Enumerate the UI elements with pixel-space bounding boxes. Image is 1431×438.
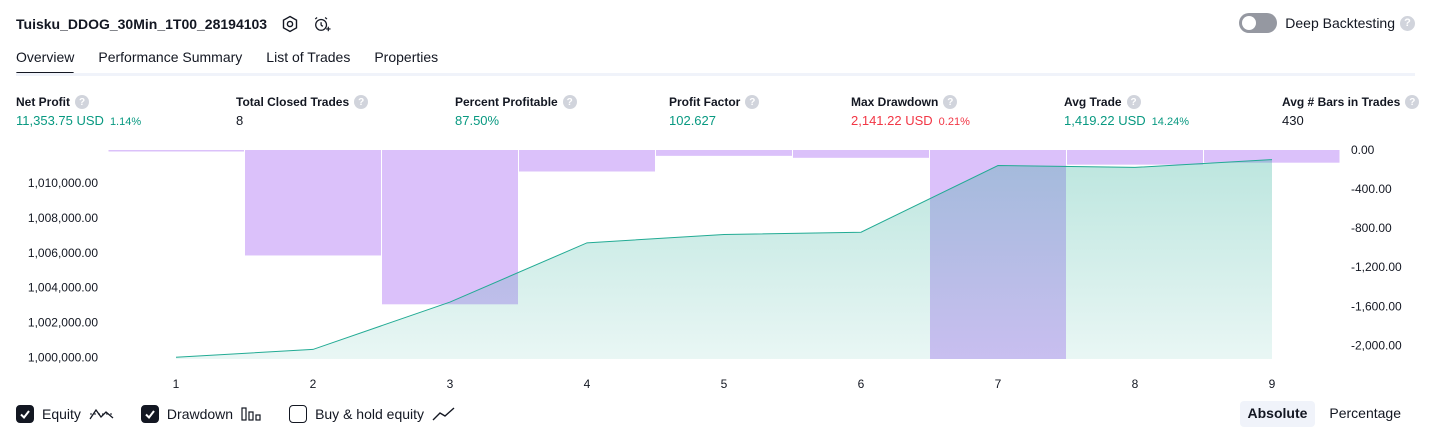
right-axis-tick-label: 0.00	[1351, 143, 1375, 157]
report-tabs: Overview Performance Summary List of Tra…	[16, 46, 462, 76]
left-axis-tick-label: 1,006,000.00	[28, 246, 98, 260]
metric-value: 1,419.22 USD	[1064, 113, 1146, 128]
alarm-add-icon[interactable]	[313, 15, 331, 33]
tabs-divider	[16, 73, 1415, 76]
left-axis-tick-label: 1,010,000.00	[28, 176, 98, 190]
left-axis-tick-label: 1,000,000.00	[28, 350, 98, 364]
metric-value: 11,353.75 USD	[16, 113, 104, 128]
metric-max-drawdown: Max Drawdown? 2,141.22 USD 0.21%	[851, 94, 970, 129]
metric-profit-factor: Profit Factor? 102.627	[669, 94, 760, 129]
drawdown-checkbox[interactable]	[140, 405, 159, 423]
x-axis-tick-label: 1	[173, 377, 180, 391]
metric-value: 102.627	[669, 113, 716, 128]
legend-buy-hold-label: Buy & hold equity	[315, 406, 425, 422]
equity-checkbox[interactable]	[16, 405, 34, 423]
info-icon[interactable]: ?	[1126, 95, 1141, 109]
x-axis-tick-label: 9	[1269, 377, 1276, 391]
metric-total-closed-trades: Total Closed Trades? 8	[236, 94, 369, 129]
legend-drawdown[interactable]: Drawdown	[140, 405, 263, 423]
deep-backtesting-toggle[interactable]	[1239, 13, 1278, 33]
x-axis-tick-label: 2	[310, 377, 317, 391]
drawdown-bar	[1067, 150, 1203, 165]
x-axis-tick-label: 6	[858, 377, 865, 391]
metric-avg-trade: Avg Trade? 1,419.22 USD 14.24%	[1064, 94, 1189, 129]
right-axis-tick-label: -800.00	[1351, 221, 1392, 235]
info-icon[interactable]: ?	[562, 95, 577, 109]
right-axis-tick-label: -1,600.00	[1351, 299, 1402, 313]
percentage-button[interactable]: Percentage	[1329, 405, 1401, 421]
strategy-title: Tuisku_DDOG_30Min_1T00_28194103	[16, 16, 268, 32]
report-header: Tuisku_DDOG_30Min_1T00_28194103	[16, 12, 331, 36]
x-axis-tick-label: 3	[447, 377, 454, 391]
info-icon[interactable]: ?	[943, 95, 958, 109]
left-axis: 1,000,000.00 1,002,000.00 1,004,000.00 1,00…	[28, 176, 98, 364]
bar-chart-icon	[241, 406, 263, 422]
absolute-button[interactable]: Absolute	[1239, 401, 1316, 427]
metric-label: Percent Profitable	[455, 95, 558, 109]
x-axis: 1 2 3 4 5 6 7 8 9	[173, 377, 1276, 391]
legend-equity-label: Equity	[42, 406, 81, 422]
equity-area	[176, 159, 1272, 359]
toggle-knob	[1242, 16, 1257, 30]
equity-line	[175, 159, 1273, 358]
check-icon	[145, 410, 155, 420]
deep-backtesting-label: Deep Backtesting	[1285, 15, 1395, 31]
legend-buy-hold[interactable]: Buy & hold equity	[289, 405, 456, 423]
info-icon[interactable]: ?	[75, 95, 89, 109]
left-axis-tick-label: 1,008,000.00	[28, 211, 98, 225]
metric-value: 2,141.22 USD	[851, 113, 933, 128]
drawdown-bar	[656, 150, 792, 156]
metric-net-profit: Net Profit? 11,353.75 USD 1.14%	[16, 94, 141, 129]
metric-percent: 1.14%	[109, 116, 142, 128]
drawdown-bar	[108, 150, 244, 152]
metric-label: Profit Factor	[669, 95, 741, 109]
left-axis-tick-label: 1,004,000.00	[28, 281, 98, 295]
metric-label: Avg # Bars in Trades	[1282, 95, 1401, 109]
legend-drawdown-label: Drawdown	[166, 406, 234, 422]
equity-line-icon	[89, 406, 115, 422]
left-axis-tick-label: 1,002,000.00	[28, 315, 98, 329]
x-axis-tick-label: 7	[995, 377, 1002, 391]
x-axis-tick-label: 5	[721, 377, 728, 391]
info-icon[interactable]: ?	[1405, 95, 1420, 109]
drawdown-bar	[519, 150, 655, 172]
tab-overview[interactable]: Overview	[16, 46, 75, 76]
metric-avg-bars: Avg # Bars in Trades? 430	[1282, 94, 1420, 129]
settings-icon[interactable]	[281, 15, 299, 33]
deep-backtesting: Deep Backtesting ?	[1239, 13, 1415, 33]
drawdown-bar	[1204, 150, 1340, 163]
metric-percent: 14.24%	[1151, 116, 1189, 128]
metric-label: Total Closed Trades	[236, 95, 350, 109]
value-mode-toggle: Absolute Percentage	[1234, 401, 1410, 427]
drawdown-bar	[793, 150, 929, 158]
right-axis-tick-label: -400.00	[1351, 182, 1392, 196]
drawdown-bar	[245, 150, 381, 256]
check-icon	[20, 410, 30, 420]
tab-list-of-trades[interactable]: List of Trades	[266, 49, 351, 65]
right-axis: 0.00 -400.00 -800.00 -1,200.00 -1,600.00 -2,0…	[1351, 143, 1402, 352]
buy-hold-checkbox[interactable]	[289, 405, 308, 423]
legend-equity[interactable]: Equity	[16, 405, 115, 423]
metric-label: Net Profit	[16, 95, 70, 109]
x-axis-tick-label: 4	[584, 377, 591, 391]
help-icon[interactable]: ?	[1400, 15, 1415, 31]
right-axis-tick-label: -2,000.00	[1351, 338, 1402, 352]
info-icon[interactable]: ?	[745, 95, 760, 109]
x-axis-tick-label: 8	[1132, 377, 1139, 391]
trend-line-icon	[432, 406, 456, 422]
metric-value: 87.50%	[455, 113, 500, 128]
metric-label: Max Drawdown	[851, 95, 939, 109]
chart-legend: Equity Drawdown Buy & hold equity	[16, 404, 482, 424]
metric-percent: 0.21%	[938, 116, 970, 128]
right-axis-tick-label: -1,200.00	[1351, 260, 1402, 274]
info-icon[interactable]: ?	[354, 95, 369, 109]
drawdown-bar	[382, 150, 518, 305]
tab-performance-summary[interactable]: Performance Summary	[98, 49, 243, 65]
metric-value: 430	[1282, 113, 1304, 128]
equity-drawdown-chart: 1,000,000.00 1,002,000.00 1,004,000.00 1,00…	[28, 143, 1402, 391]
metric-percent-profitable: Percent Profitable? 87.50%	[455, 94, 577, 129]
metric-value: 8	[236, 113, 244, 128]
tab-properties[interactable]: Properties	[374, 49, 439, 65]
metric-label: Avg Trade	[1064, 95, 1122, 109]
